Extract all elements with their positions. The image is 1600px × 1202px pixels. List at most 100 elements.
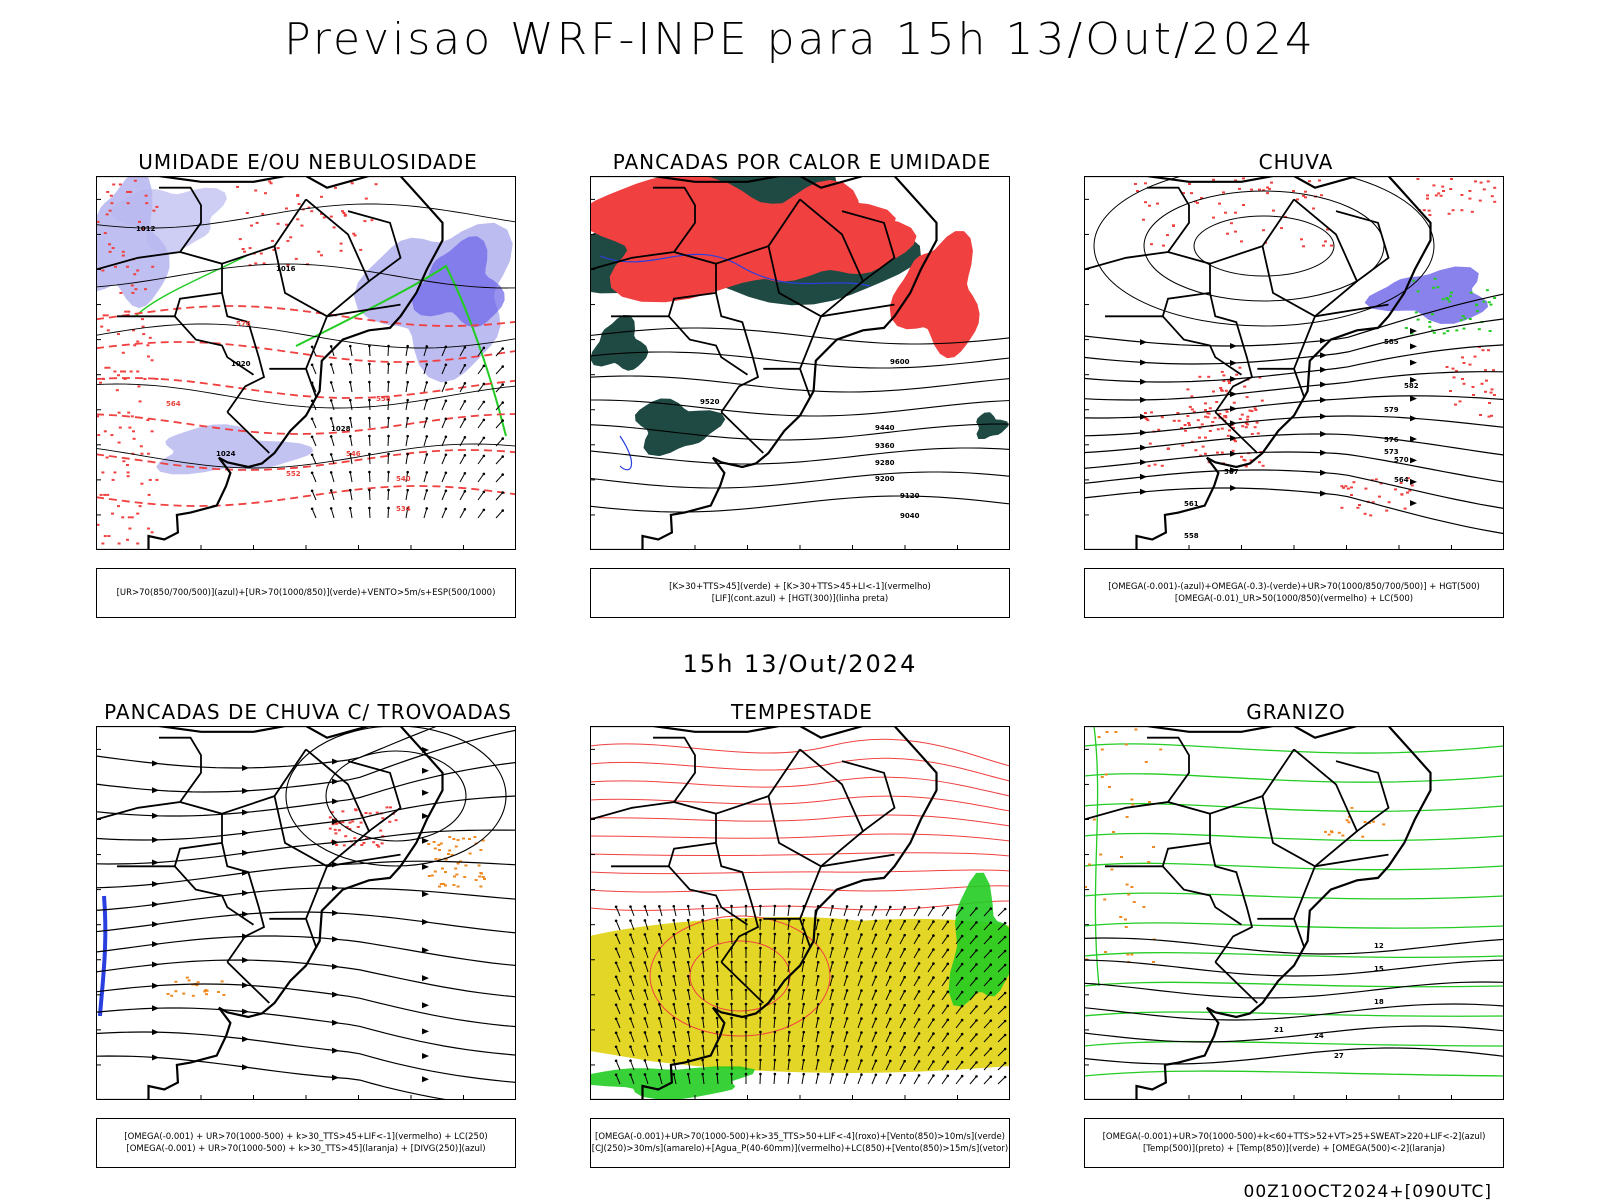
legend-line-1: [UR>70(850/700/500)](azul)+[UR>70(1000/8…	[117, 587, 496, 599]
precip-speck	[122, 255, 125, 257]
precip-speck	[386, 806, 389, 808]
precip-speck	[155, 479, 158, 481]
wind-vector-head	[846, 961, 849, 964]
precip-speck	[1412, 280, 1415, 282]
legend-chuva: [OMEGA(-0.001)-(azul)+OMEGA(-0.3)-(verde…	[1084, 568, 1504, 618]
wind-vector-head	[483, 383, 486, 386]
wind-vector-head	[875, 989, 878, 992]
wind-vector-head	[425, 489, 428, 492]
precip-speck	[101, 543, 104, 545]
precip-speck	[203, 990, 206, 992]
wind-vector-head	[745, 1059, 748, 1062]
wind-vector	[369, 364, 370, 374]
precip-speck	[1472, 394, 1475, 396]
wind-vector	[388, 490, 389, 500]
wind-vector-head	[483, 455, 486, 458]
wind-vector-head	[774, 1003, 777, 1006]
precip-speck	[1378, 496, 1381, 498]
wind-vector-head	[1004, 950, 1007, 953]
precip-speck	[139, 400, 142, 402]
wind-vector-head	[658, 933, 661, 936]
precip-speck	[264, 192, 267, 194]
wind-vector-head	[990, 1033, 993, 1036]
wind-vector-head	[425, 381, 428, 384]
wind-vector-head	[759, 1059, 762, 1062]
wind-vector-head	[975, 1075, 978, 1078]
precip-speck	[1258, 461, 1261, 463]
wind-vector-head	[788, 905, 791, 908]
precip-speck	[1364, 821, 1367, 823]
map-umidade: 1012101610201024102857656455855254654053…	[96, 176, 516, 550]
wind-vector-head	[860, 1059, 863, 1062]
wind-vector-head	[961, 1047, 964, 1050]
precip-speck	[1346, 819, 1349, 821]
precip-speck	[1450, 292, 1453, 294]
precip-speck	[97, 434, 100, 436]
precip-speck	[363, 220, 366, 222]
wind-vector-head	[745, 975, 748, 978]
precip-speck	[376, 844, 379, 846]
wind-vector-head	[889, 906, 892, 909]
precip-speck	[353, 837, 356, 839]
wind-vector-head	[387, 453, 390, 456]
precip-speck	[128, 516, 131, 518]
wind-vector-head	[975, 949, 978, 952]
panel-title: GRANIZO	[1066, 700, 1526, 724]
precip-speck	[99, 382, 102, 384]
wind-vector-head	[831, 975, 834, 978]
wind-vector-head	[860, 933, 863, 936]
wind-vector-head	[501, 473, 504, 476]
precip-speck	[1184, 430, 1187, 432]
contour-label: 564	[166, 400, 181, 408]
wind-vector-head	[918, 1032, 921, 1035]
precip-speck	[1258, 189, 1261, 191]
wind-vector-head	[349, 363, 352, 366]
wind-vector	[388, 364, 389, 374]
precip-speck	[221, 980, 224, 982]
precip-speck	[1364, 513, 1367, 515]
wind-vector-head	[672, 1073, 675, 1076]
precip-speck	[1134, 729, 1137, 731]
wind-vector-head	[730, 975, 733, 978]
precip-speck	[333, 226, 336, 228]
wind-vector-head	[349, 471, 352, 474]
wind-vector-head	[1004, 1006, 1007, 1009]
contour-label: 540	[396, 475, 411, 483]
wind-vector-head	[759, 1003, 762, 1006]
precip-speck	[342, 212, 345, 214]
wind-vector-head	[903, 1018, 906, 1021]
legend-granizo: [OMEGA(-0.001)+UR>70(1000-500)+k<60+TTS>…	[1084, 1118, 1504, 1168]
precip-speck	[1372, 821, 1375, 823]
precip-speck	[462, 838, 465, 840]
wind-vector-head	[425, 345, 428, 348]
wind-vector-head	[774, 933, 777, 936]
precip-speck	[341, 810, 344, 812]
precip-speck	[431, 875, 434, 877]
wind-vector-head	[687, 933, 690, 936]
wind-vector-head	[946, 1033, 949, 1036]
precip-speck	[340, 243, 343, 245]
precip-speck	[1221, 452, 1224, 454]
wind-vector-head	[932, 920, 935, 923]
precip-speck	[222, 994, 225, 996]
precip-speck	[1228, 382, 1231, 384]
wind-vector-head	[644, 905, 647, 908]
wind-vector-head	[846, 1059, 849, 1062]
contour-label: 552	[286, 470, 301, 478]
precip-speck	[1149, 443, 1152, 445]
precip-speck	[1204, 416, 1207, 418]
wind-vector-head	[644, 1003, 647, 1006]
wind-vector-head	[817, 1073, 820, 1076]
precip-speck	[1320, 194, 1323, 196]
wind-vector-head	[330, 507, 333, 510]
precip-speck	[1178, 420, 1181, 422]
precip-speck	[1240, 240, 1243, 242]
precip-speck	[1202, 446, 1205, 448]
wind-vector-head	[975, 1019, 978, 1022]
wind-vector-head	[644, 975, 647, 978]
precip-speck	[1093, 819, 1096, 821]
precip-speck	[236, 186, 239, 188]
precip-speck	[1204, 437, 1207, 439]
wind-vector-head	[368, 435, 371, 438]
precip-speck	[1256, 422, 1259, 424]
